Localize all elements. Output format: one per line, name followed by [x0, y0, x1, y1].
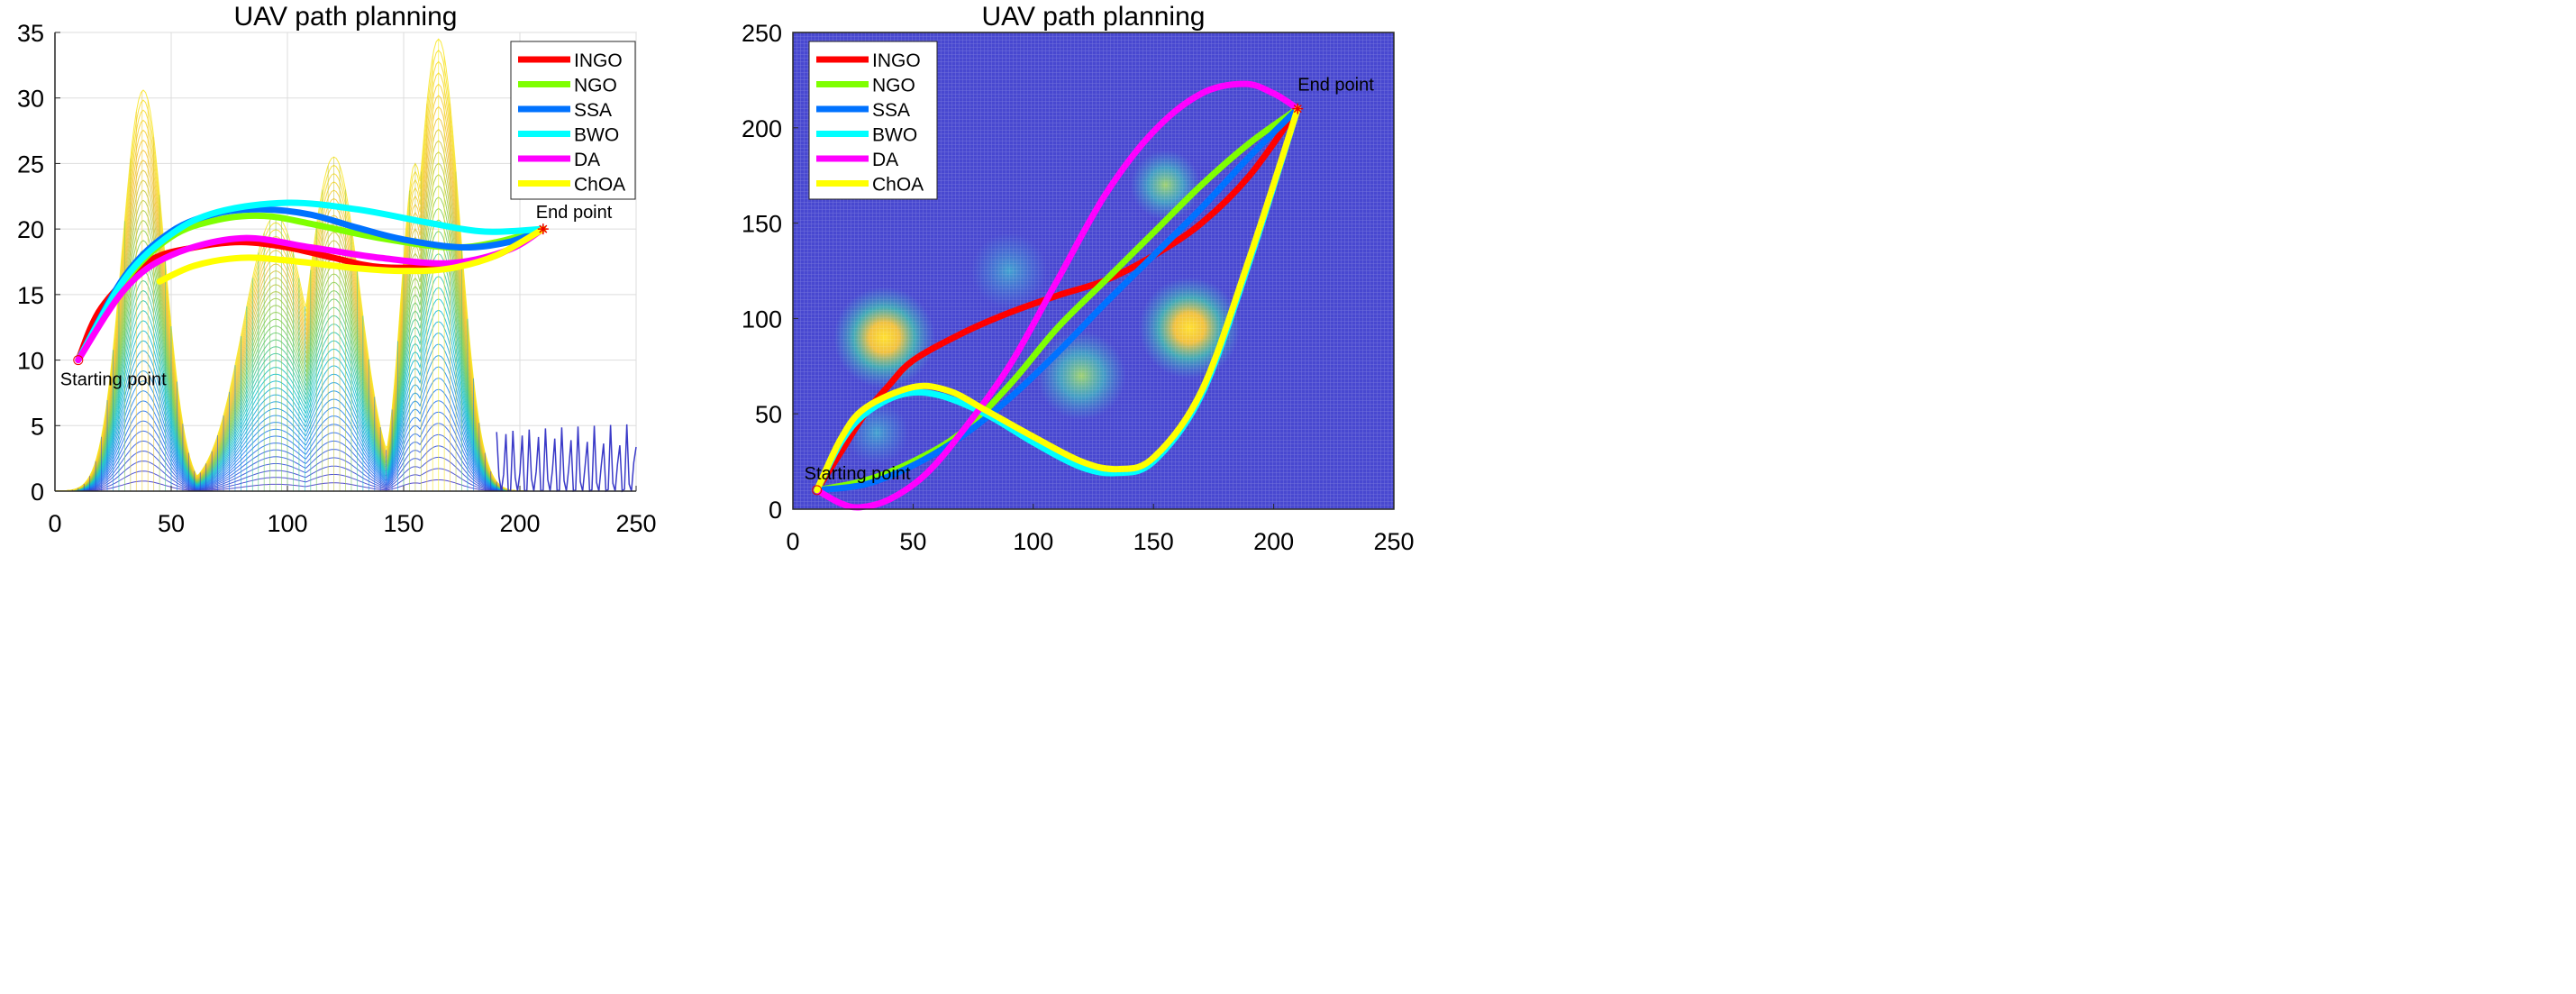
legend-label-bwo: BWO [574, 125, 619, 146]
legend-label-ngo: NGO [574, 76, 617, 96]
y-tick-label: 0 [769, 497, 782, 524]
legend-box [510, 41, 636, 200]
legend-label-ngo: NGO [872, 76, 915, 96]
series-line-ngo [814, 105, 1301, 494]
x-tick-label: 250 [615, 510, 656, 537]
end-marker-icon [537, 223, 549, 235]
y-tick-label: 25 [17, 150, 44, 178]
x-tick-label: 0 [786, 528, 799, 555]
y-tick-label: 100 [742, 305, 782, 333]
y-tick-label: 10 [17, 348, 44, 375]
legend-label-da: DA [574, 150, 600, 170]
legend-label-ingo: INGO [574, 50, 623, 71]
x-tick-label: 250 [1373, 528, 1414, 555]
series-line-da [814, 80, 1301, 511]
series-line-choa [156, 225, 547, 285]
legend-label-choa: ChOA [574, 175, 625, 196]
legend-label-bwo: BWO [872, 125, 917, 146]
end-point-label: End point [536, 203, 613, 223]
axes-box [792, 32, 1395, 510]
x-tick-label: 150 [1133, 528, 1174, 555]
end-marker-icon [1292, 103, 1304, 114]
y-tick-label: 150 [742, 211, 782, 238]
x-tick-label: 0 [48, 510, 61, 537]
y-tick-label: 20 [17, 216, 44, 243]
side-view-chart: Starting point End point 0 50 100 150 200 250 0 5… [17, 2, 657, 537]
series-line-ssa [814, 105, 1301, 494]
legend-label-ingo: INGO [872, 50, 921, 71]
starting-point-label: Starting point [805, 464, 911, 484]
y-tick-label: 5 [31, 413, 44, 440]
legend: INGO NGO SSA BWO DA ChOA [808, 41, 938, 200]
legend-box [808, 41, 938, 200]
terrain-mesh [54, 38, 637, 493]
y-tick-label: 35 [17, 20, 44, 47]
y-tick-label: 0 [31, 479, 44, 506]
chart-title: UAV path planning [234, 2, 458, 32]
x-tick-label: 50 [899, 528, 926, 555]
legend-label-ssa: SSA [574, 100, 612, 121]
y-tick-label: 250 [742, 20, 782, 47]
series-line-bwo [75, 199, 547, 364]
y-tick-label: 30 [17, 86, 44, 113]
y-tick-label: 200 [742, 115, 782, 142]
top-view-chart: Starting point End point 0 50 100 150 200 250 0 5… [742, 2, 1415, 555]
starting-point-label: Starting point [60, 370, 167, 390]
y-tick-label: 15 [17, 282, 44, 309]
series-line-choa [814, 105, 1301, 494]
chart-title: UAV path planning [982, 2, 1206, 32]
y-tick-label: 50 [755, 401, 782, 428]
legend-label-ssa: SSA [872, 100, 910, 121]
legend-label-da: DA [872, 150, 898, 170]
x-tick-label: 100 [267, 510, 307, 537]
legend-label-choa: ChOA [872, 175, 924, 196]
x-tick-label: 200 [499, 510, 540, 537]
x-tick-label: 150 [383, 510, 423, 537]
start-marker-icon [812, 485, 823, 496]
x-tick-label: 50 [158, 510, 185, 537]
x-tick-label: 100 [1013, 528, 1053, 555]
start-marker-icon [73, 355, 84, 366]
end-point-label: End point [1297, 76, 1374, 96]
x-tick-label: 200 [1253, 528, 1294, 555]
legend: INGO NGO SSA BWO DA ChOA [510, 41, 636, 200]
